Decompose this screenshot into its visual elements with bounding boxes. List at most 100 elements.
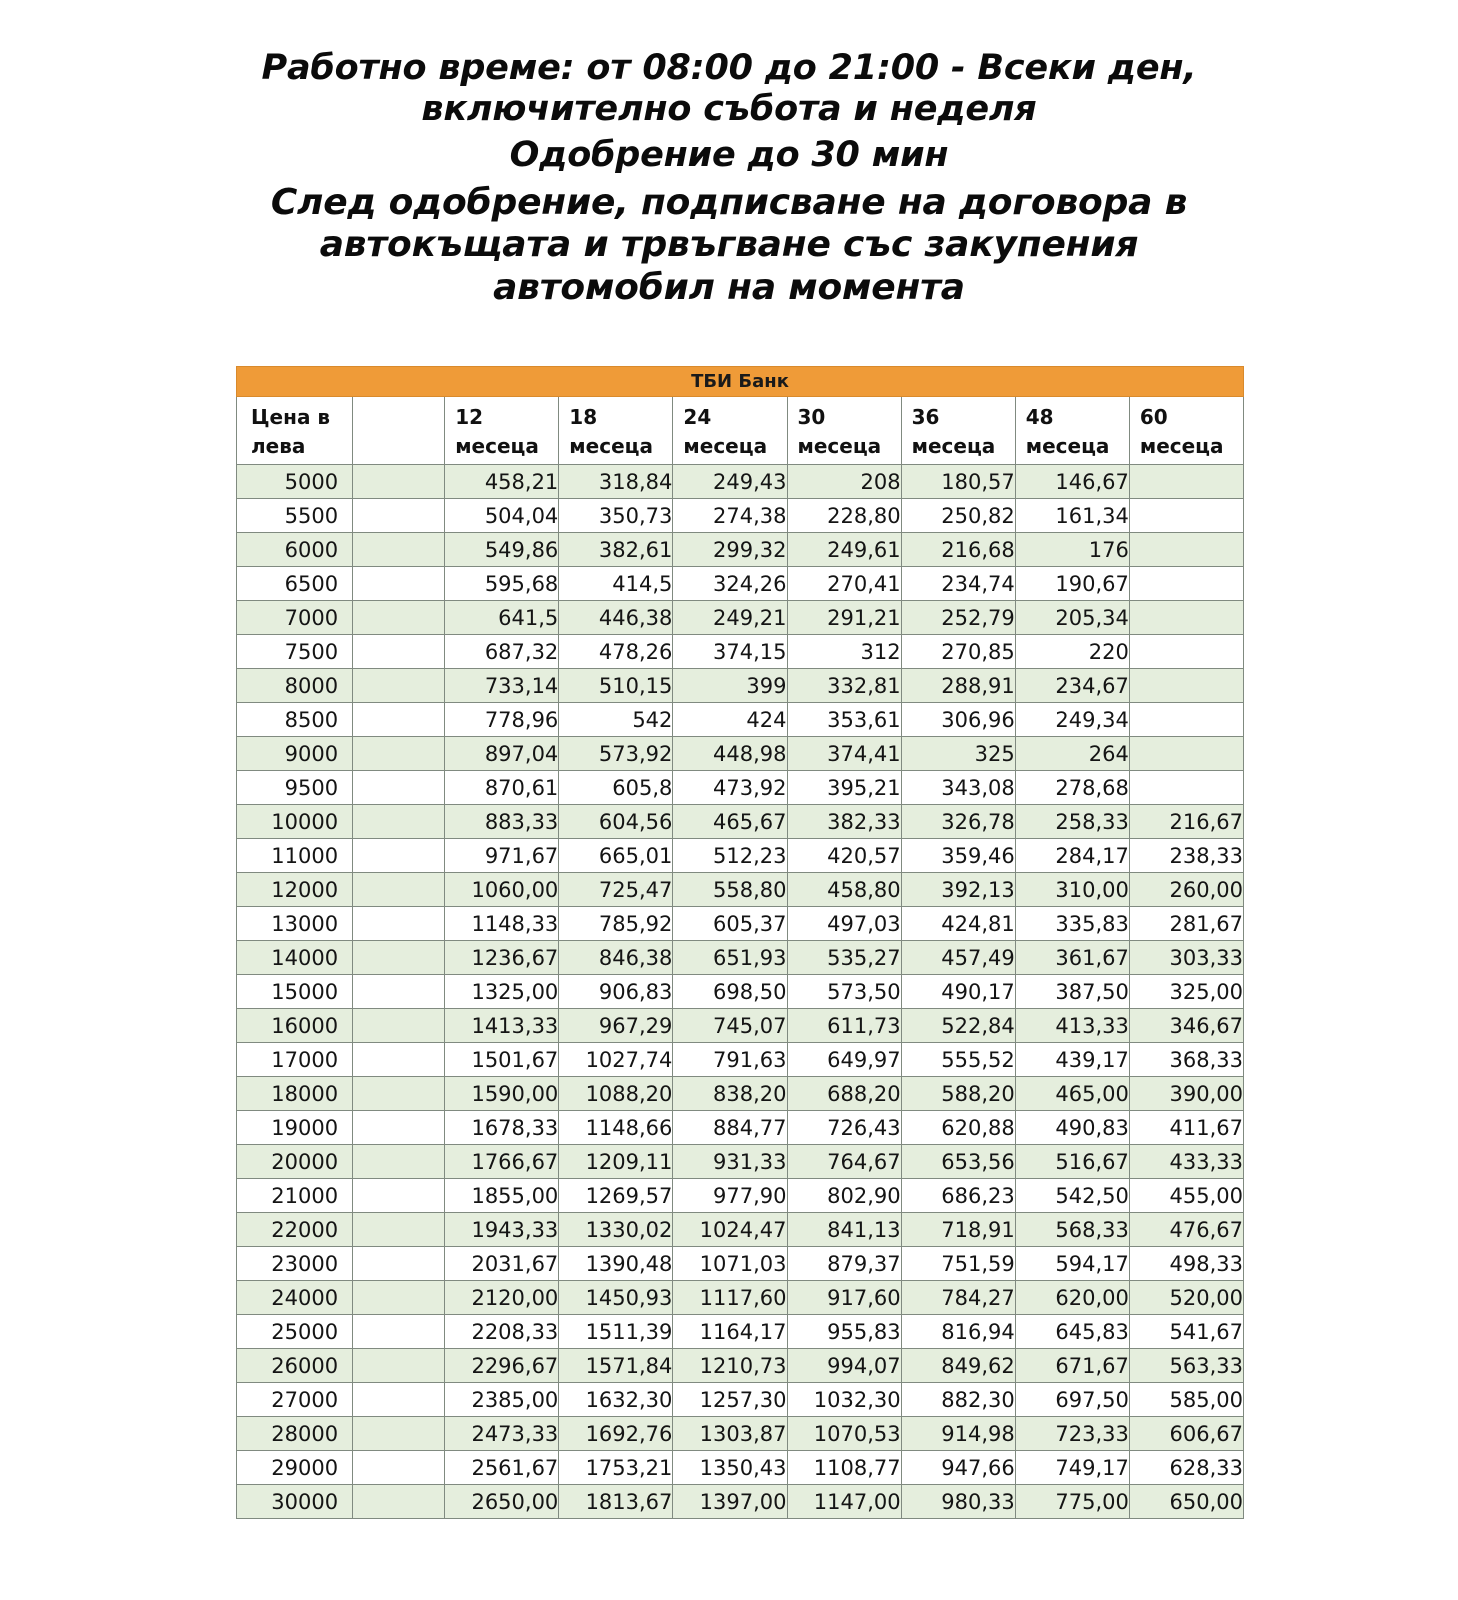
cell-price: 6000 xyxy=(235,532,354,567)
cell-installment-30m: 802,90 xyxy=(786,1178,902,1213)
table-row: 6000 549,86 382,61 299,32 249,61 216,68 176 xyxy=(235,532,1245,567)
cell-installment-60m: 303,33 xyxy=(1128,940,1245,975)
cell-installment-36m: 252,79 xyxy=(900,600,1016,635)
cell-installment-24m: 1303,87 xyxy=(672,1416,788,1451)
term-60-unit: месеца xyxy=(1139,434,1224,458)
cell-installment-48m: 220 xyxy=(1014,634,1130,669)
cell-installment-18m: 510,15 xyxy=(558,668,674,703)
cell-installment-48m: 671,67 xyxy=(1014,1348,1130,1383)
table-row: 8500 778,96 542 424 353,61 306,96 249,34 xyxy=(235,702,1245,737)
cell-blank xyxy=(352,1484,446,1519)
cell-blank xyxy=(352,906,446,941)
cell-installment-60m: 411,67 xyxy=(1128,1110,1245,1145)
cell-installment-18m: 1088,20 xyxy=(558,1076,674,1111)
cell-installment-18m: 382,61 xyxy=(558,532,674,567)
cell-installment-30m: 497,03 xyxy=(786,906,902,941)
cell-blank xyxy=(352,838,446,873)
table-row: 5000 458,21 318,84 249,43 208 180,57 146,67 xyxy=(235,464,1245,499)
cell-installment-36m: 359,46 xyxy=(900,838,1016,873)
cell-installment-12m: 1590,00 xyxy=(444,1076,560,1111)
cell-installment-60m: 606,67 xyxy=(1128,1416,1245,1451)
cell-installment-48m: 775,00 xyxy=(1014,1484,1130,1519)
cell-installment-48m: 161,34 xyxy=(1014,498,1130,533)
cell-installment-30m: 395,21 xyxy=(786,770,902,805)
cell-installment-24m: 1397,00 xyxy=(672,1484,788,1519)
cell-installment-12m: 2650,00 xyxy=(444,1484,560,1519)
cell-price: 18000 xyxy=(235,1076,354,1111)
cell-installment-36m: 250,82 xyxy=(900,498,1016,533)
cell-installment-36m: 490,17 xyxy=(900,974,1016,1009)
cell-installment-18m: 1269,57 xyxy=(558,1178,674,1213)
cell-installment-36m: 216,68 xyxy=(900,532,1016,567)
cell-installment-36m: 620,88 xyxy=(900,1110,1016,1145)
cell-installment-36m: 980,33 xyxy=(900,1484,1016,1519)
table-body: 5000 458,21 318,84 249,43 208 180,57 146,67 550… xyxy=(235,464,1245,1519)
cell-installment-48m: 176 xyxy=(1014,532,1130,567)
cell-installment-12m: 504,04 xyxy=(444,498,560,533)
table-row: 25000 2208,33 1511,39 1164,17 955,83 816,94 64… xyxy=(235,1314,1245,1349)
table-row: 20000 1766,67 1209,11 931,33 764,67 653,56 516… xyxy=(235,1144,1245,1179)
cell-price: 29000 xyxy=(235,1450,354,1485)
cell-installment-24m: 1117,60 xyxy=(672,1280,788,1315)
cell-installment-48m: 234,67 xyxy=(1014,668,1130,703)
cell-installment-48m: 568,33 xyxy=(1014,1212,1130,1247)
cell-installment-12m: 687,32 xyxy=(444,634,560,669)
table-row: 7000 641,5 446,38 249,21 291,21 252,79 205,34 xyxy=(235,600,1245,635)
cell-installment-60m xyxy=(1128,736,1245,771)
cell-price: 26000 xyxy=(235,1348,354,1383)
table-row: 9500 870,61 605,8 473,92 395,21 343,08 278,68 xyxy=(235,770,1245,805)
cell-installment-60m: 476,67 xyxy=(1128,1212,1245,1247)
cell-price: 17000 xyxy=(235,1042,354,1077)
cell-blank xyxy=(352,566,446,601)
cell-installment-30m: 726,43 xyxy=(786,1110,902,1145)
cell-installment-30m: 1108,77 xyxy=(786,1450,902,1485)
table-row: 29000 2561,67 1753,21 1350,43 1108,77 947,66 7… xyxy=(235,1450,1245,1485)
cell-installment-48m: 516,67 xyxy=(1014,1144,1130,1179)
cell-installment-30m: 1032,30 xyxy=(786,1382,902,1417)
cell-installment-18m: 446,38 xyxy=(558,600,674,635)
cell-price: 15000 xyxy=(235,974,354,1009)
cell-price: 9000 xyxy=(235,736,354,771)
cell-installment-12m: 2473,33 xyxy=(444,1416,560,1451)
cell-price: 30000 xyxy=(235,1484,354,1519)
cell-installment-18m: 665,01 xyxy=(558,838,674,873)
promo-heading: Работно време: от 08:00 до 21:00 - Всеки… xyxy=(0,48,1458,309)
cell-blank xyxy=(352,668,446,703)
cell-installment-36m: 686,23 xyxy=(900,1178,1016,1213)
cell-installment-30m: 1147,00 xyxy=(786,1484,902,1519)
cell-price: 6500 xyxy=(235,566,354,601)
cell-installment-24m: 465,67 xyxy=(672,804,788,839)
term-30-unit: месеца xyxy=(797,434,882,458)
cell-installment-48m: 620,00 xyxy=(1014,1280,1130,1315)
cell-installment-18m: 1511,39 xyxy=(558,1314,674,1349)
column-header-price: Цена в лева xyxy=(235,396,354,465)
price-header-line-1: Цена в xyxy=(251,405,331,429)
cell-blank xyxy=(352,1144,446,1179)
cell-installment-24m: 651,93 xyxy=(672,940,788,975)
cell-installment-12m: 1413,33 xyxy=(444,1008,560,1043)
term-12-unit: месеца xyxy=(455,434,539,458)
table-row: 9000 897,04 573,92 448,98 374,41 325 264 xyxy=(235,736,1245,771)
cell-installment-18m: 1571,84 xyxy=(558,1348,674,1383)
cell-installment-48m: 723,33 xyxy=(1014,1416,1130,1451)
term-36-number: 36 xyxy=(911,405,940,429)
cell-installment-24m: 249,43 xyxy=(672,464,788,499)
cell-installment-60m: 455,00 xyxy=(1128,1178,1245,1213)
cell-price: 9500 xyxy=(235,770,354,805)
cell-installment-36m: 718,91 xyxy=(900,1212,1016,1247)
cell-installment-48m: 284,17 xyxy=(1014,838,1130,873)
cell-price: 27000 xyxy=(235,1382,354,1417)
cell-installment-36m: 816,94 xyxy=(900,1314,1016,1349)
column-header-term-24: 24 месеца xyxy=(672,396,788,465)
cell-installment-18m: 350,73 xyxy=(558,498,674,533)
cell-blank xyxy=(352,940,446,975)
cell-installment-48m: 205,34 xyxy=(1014,600,1130,635)
cell-installment-60m xyxy=(1128,770,1245,805)
cell-blank xyxy=(352,1280,446,1315)
cell-installment-60m: 260,00 xyxy=(1128,872,1245,907)
cell-installment-12m: 1501,67 xyxy=(444,1042,560,1077)
table-row: 22000 1943,33 1330,02 1024,47 841,13 718,91 56… xyxy=(235,1212,1245,1247)
term-18-unit: месеца xyxy=(569,434,653,458)
cell-installment-12m: 733,14 xyxy=(444,668,560,703)
cell-installment-30m: 249,61 xyxy=(786,532,902,567)
